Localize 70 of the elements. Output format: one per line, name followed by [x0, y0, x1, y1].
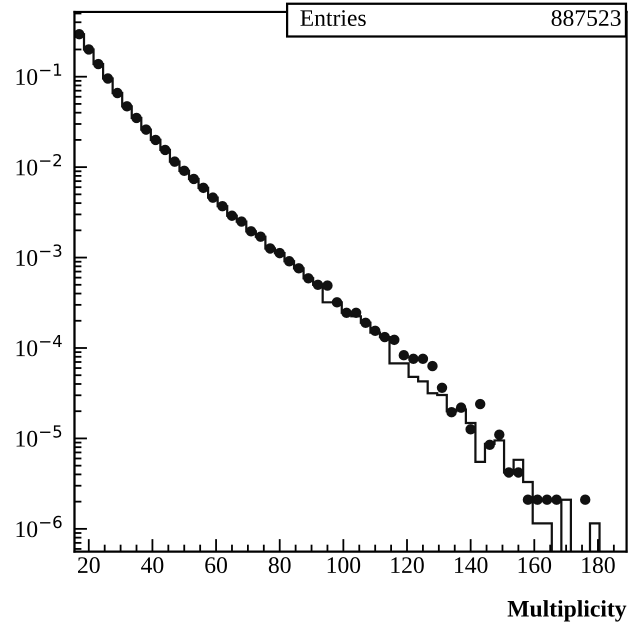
point	[294, 263, 304, 274]
point	[93, 58, 104, 70]
y-tick-label: 10$^{−1}$	[16, 64, 62, 85]
point	[312, 280, 324, 290]
x-tick-label: 40	[141, 557, 164, 574]
x-axis-title: Multiplicity	[508, 600, 626, 622]
annotation: 887523	[552, 10, 621, 26]
point	[160, 144, 170, 156]
point	[341, 308, 352, 318]
x-tick-label: 160	[518, 557, 552, 574]
x-tick-label: 100	[328, 557, 360, 574]
point	[360, 318, 371, 328]
point	[102, 73, 114, 84]
point	[522, 494, 534, 505]
point	[398, 350, 410, 360]
point	[484, 440, 495, 450]
point	[284, 256, 294, 266]
point	[122, 101, 132, 112]
point	[179, 166, 190, 176]
point	[542, 494, 552, 505]
point	[427, 360, 438, 372]
x-tick-label: 140	[455, 557, 488, 574]
point	[551, 494, 562, 505]
point	[380, 332, 390, 342]
point	[513, 467, 524, 478]
point	[84, 44, 94, 55]
point	[436, 382, 448, 394]
point	[255, 232, 266, 242]
point	[456, 402, 466, 413]
point	[532, 494, 543, 505]
y-tick-label: 10$^{−5}$	[16, 425, 62, 447]
point	[217, 200, 228, 212]
point	[408, 354, 419, 364]
point	[446, 406, 457, 418]
point	[332, 297, 342, 308]
point	[236, 216, 247, 227]
x-tick-label: 80	[268, 557, 291, 574]
point	[112, 88, 123, 98]
point	[418, 354, 428, 364]
x-tick-label: 120	[391, 557, 424, 574]
y-tick-label: 10$^{−3}$	[16, 244, 62, 266]
y-tick-label: 10$^{−4}$	[16, 334, 62, 356]
point	[580, 494, 590, 505]
point	[274, 248, 285, 258]
point	[389, 334, 400, 346]
x-tick-label: 60	[205, 557, 227, 574]
x-tick-label: 180	[582, 557, 615, 574]
y-tick-label: 10$^{−2}$	[16, 154, 62, 176]
point	[350, 308, 362, 318]
annotation: Entries	[300, 10, 366, 26]
point	[504, 467, 514, 478]
point	[264, 243, 276, 254]
point	[169, 156, 180, 167]
point	[150, 134, 161, 146]
point	[140, 124, 152, 135]
y-tick-label: 10$^{−6}$	[16, 516, 62, 538]
point	[74, 29, 84, 40]
point	[322, 280, 333, 291]
point	[198, 182, 209, 194]
point	[188, 174, 199, 184]
x-tick-label: 20	[78, 557, 100, 574]
point	[246, 226, 256, 237]
point	[474, 398, 486, 410]
point	[465, 424, 476, 435]
point	[226, 210, 238, 221]
point	[303, 273, 314, 284]
point	[208, 192, 218, 203]
point	[131, 112, 142, 124]
point	[494, 429, 504, 440]
point	[370, 326, 380, 336]
